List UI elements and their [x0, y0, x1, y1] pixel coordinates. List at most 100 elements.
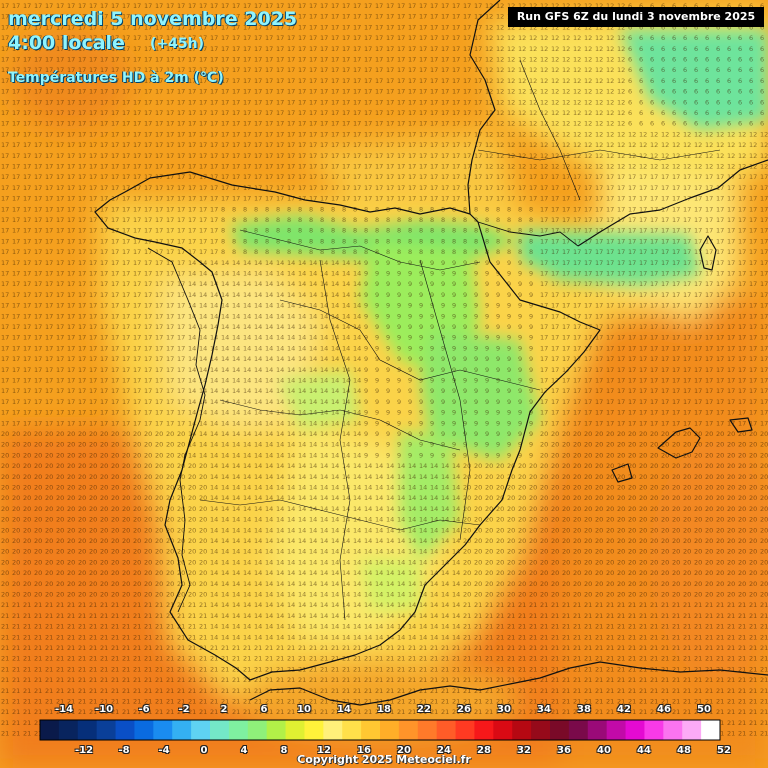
- svg-text:9: 9: [496, 270, 500, 278]
- svg-text:12: 12: [573, 120, 581, 128]
- svg-text:17: 17: [177, 109, 185, 117]
- svg-text:8: 8: [441, 227, 445, 235]
- svg-text:21: 21: [705, 698, 713, 706]
- svg-text:17: 17: [452, 2, 460, 10]
- svg-text:20: 20: [650, 569, 658, 577]
- svg-text:20: 20: [474, 537, 482, 545]
- svg-text:17: 17: [727, 344, 735, 352]
- svg-text:21: 21: [331, 665, 339, 673]
- svg-text:6: 6: [683, 66, 687, 74]
- svg-text:20: 20: [661, 548, 669, 556]
- svg-text:8: 8: [276, 237, 280, 245]
- svg-text:21: 21: [23, 644, 31, 652]
- svg-text:17: 17: [441, 130, 449, 138]
- svg-text:21: 21: [606, 623, 614, 631]
- svg-text:17: 17: [727, 280, 735, 288]
- svg-text:20: 20: [67, 591, 75, 599]
- svg-text:21: 21: [705, 708, 713, 716]
- svg-text:21: 21: [485, 601, 493, 609]
- svg-text:21: 21: [287, 665, 295, 673]
- svg-text:20: 20: [683, 591, 691, 599]
- svg-text:14: 14: [254, 259, 262, 267]
- svg-text:6: 6: [738, 45, 742, 53]
- svg-text:21: 21: [716, 601, 724, 609]
- svg-text:20: 20: [749, 473, 757, 481]
- svg-text:17: 17: [133, 56, 141, 64]
- svg-text:17: 17: [309, 34, 317, 42]
- svg-text:17: 17: [606, 323, 614, 331]
- svg-text:14: 14: [210, 526, 218, 534]
- svg-text:17: 17: [276, 98, 284, 106]
- svg-text:21: 21: [243, 698, 251, 706]
- svg-text:17: 17: [716, 184, 724, 192]
- svg-text:21: 21: [749, 687, 757, 695]
- svg-text:17: 17: [122, 88, 130, 96]
- svg-text:9: 9: [408, 355, 412, 363]
- svg-text:14: 14: [386, 591, 394, 599]
- svg-text:20: 20: [738, 580, 746, 588]
- svg-text:17: 17: [111, 77, 119, 85]
- svg-text:17: 17: [287, 98, 295, 106]
- svg-text:20: 20: [89, 516, 97, 524]
- svg-text:17: 17: [584, 259, 592, 267]
- svg-text:8: 8: [309, 205, 313, 213]
- svg-text:8: 8: [419, 248, 423, 256]
- svg-text:21: 21: [287, 719, 295, 727]
- svg-text:14: 14: [276, 419, 284, 427]
- svg-text:12: 12: [496, 98, 504, 106]
- svg-text:14: 14: [342, 580, 350, 588]
- svg-text:21: 21: [551, 730, 559, 738]
- svg-text:21: 21: [639, 644, 647, 652]
- svg-text:17: 17: [232, 163, 240, 171]
- svg-text:20: 20: [1, 484, 9, 492]
- svg-text:21: 21: [265, 665, 273, 673]
- svg-text:21: 21: [496, 708, 504, 716]
- svg-text:20: 20: [639, 526, 647, 534]
- svg-text:12: 12: [562, 56, 570, 64]
- svg-text:9: 9: [518, 398, 522, 406]
- svg-text:17: 17: [760, 216, 768, 224]
- svg-text:17: 17: [34, 270, 42, 278]
- svg-text:20: 20: [518, 505, 526, 513]
- svg-text:17: 17: [34, 302, 42, 310]
- svg-text:14: 14: [331, 462, 339, 470]
- svg-text:17: 17: [672, 173, 680, 181]
- svg-text:21: 21: [485, 676, 493, 684]
- svg-text:17: 17: [364, 56, 372, 64]
- svg-text:17: 17: [45, 45, 53, 53]
- svg-text:14: 14: [419, 494, 427, 502]
- svg-text:17: 17: [716, 312, 724, 320]
- svg-text:20: 20: [683, 580, 691, 588]
- svg-text:12: 12: [683, 130, 691, 138]
- svg-text:9: 9: [430, 366, 434, 374]
- svg-text:20: 20: [716, 484, 724, 492]
- svg-text:17: 17: [408, 88, 416, 96]
- svg-text:17: 17: [452, 163, 460, 171]
- svg-text:9: 9: [386, 387, 390, 395]
- svg-text:17: 17: [738, 195, 746, 203]
- svg-text:17: 17: [573, 280, 581, 288]
- svg-text:14: 14: [353, 601, 361, 609]
- svg-text:14: 14: [309, 323, 317, 331]
- svg-text:21: 21: [507, 698, 515, 706]
- svg-text:21: 21: [738, 665, 746, 673]
- svg-text:14: 14: [265, 473, 273, 481]
- svg-text:20: 20: [34, 462, 42, 470]
- svg-text:21: 21: [353, 719, 361, 727]
- svg-text:9: 9: [518, 334, 522, 342]
- svg-text:21: 21: [749, 719, 757, 727]
- svg-text:17: 17: [617, 227, 625, 235]
- svg-text:21: 21: [540, 612, 548, 620]
- svg-text:14: 14: [309, 623, 317, 631]
- svg-text:12: 12: [683, 152, 691, 160]
- region-line-5: [319, 259, 351, 621]
- svg-text:21: 21: [749, 612, 757, 620]
- svg-text:14: 14: [331, 259, 339, 267]
- svg-text:20: 20: [760, 484, 768, 492]
- svg-text:20: 20: [683, 441, 691, 449]
- svg-text:17: 17: [584, 302, 592, 310]
- svg-text:17: 17: [331, 109, 339, 117]
- svg-text:21: 21: [78, 719, 86, 727]
- svg-text:8: 8: [408, 237, 412, 245]
- svg-text:20: 20: [1, 580, 9, 588]
